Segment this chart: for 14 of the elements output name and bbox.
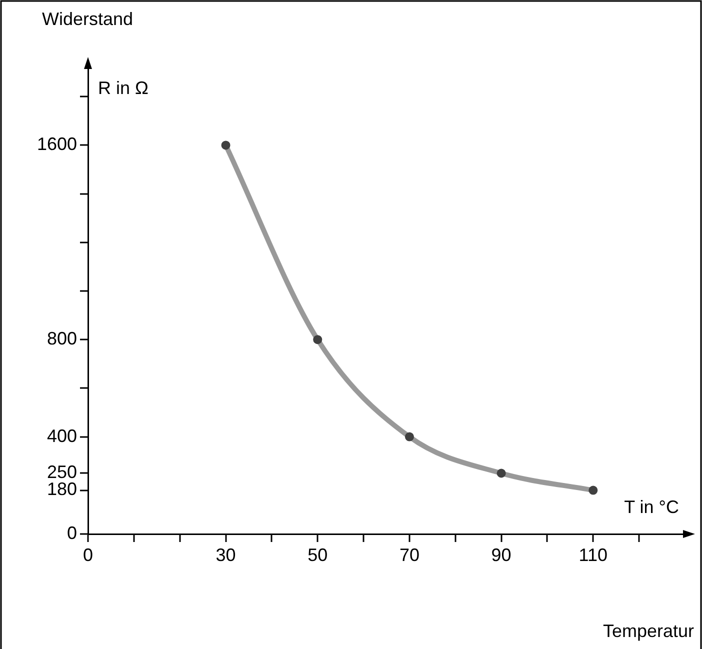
- x-tick-label: 90: [491, 544, 512, 565]
- y-axis-title: R in Ω: [98, 78, 148, 98]
- y-tick-label: 800: [46, 328, 77, 349]
- y-tick-label: 400: [46, 426, 77, 446]
- x-tick-label: 110: [578, 544, 608, 565]
- x-tick-label: 30: [216, 544, 236, 565]
- x-tick-label: 70: [399, 544, 420, 565]
- x-tick-label: 50: [308, 544, 328, 565]
- text: Temperatur: [602, 620, 694, 641]
- y-tick-label: 0: [66, 522, 77, 543]
- text: Widerstand: [42, 8, 134, 29]
- y-tick-label: 1600: [36, 134, 77, 154]
- x-tick-label: 0: [82, 544, 94, 565]
- x-axis-title: T in °C: [624, 496, 679, 517]
